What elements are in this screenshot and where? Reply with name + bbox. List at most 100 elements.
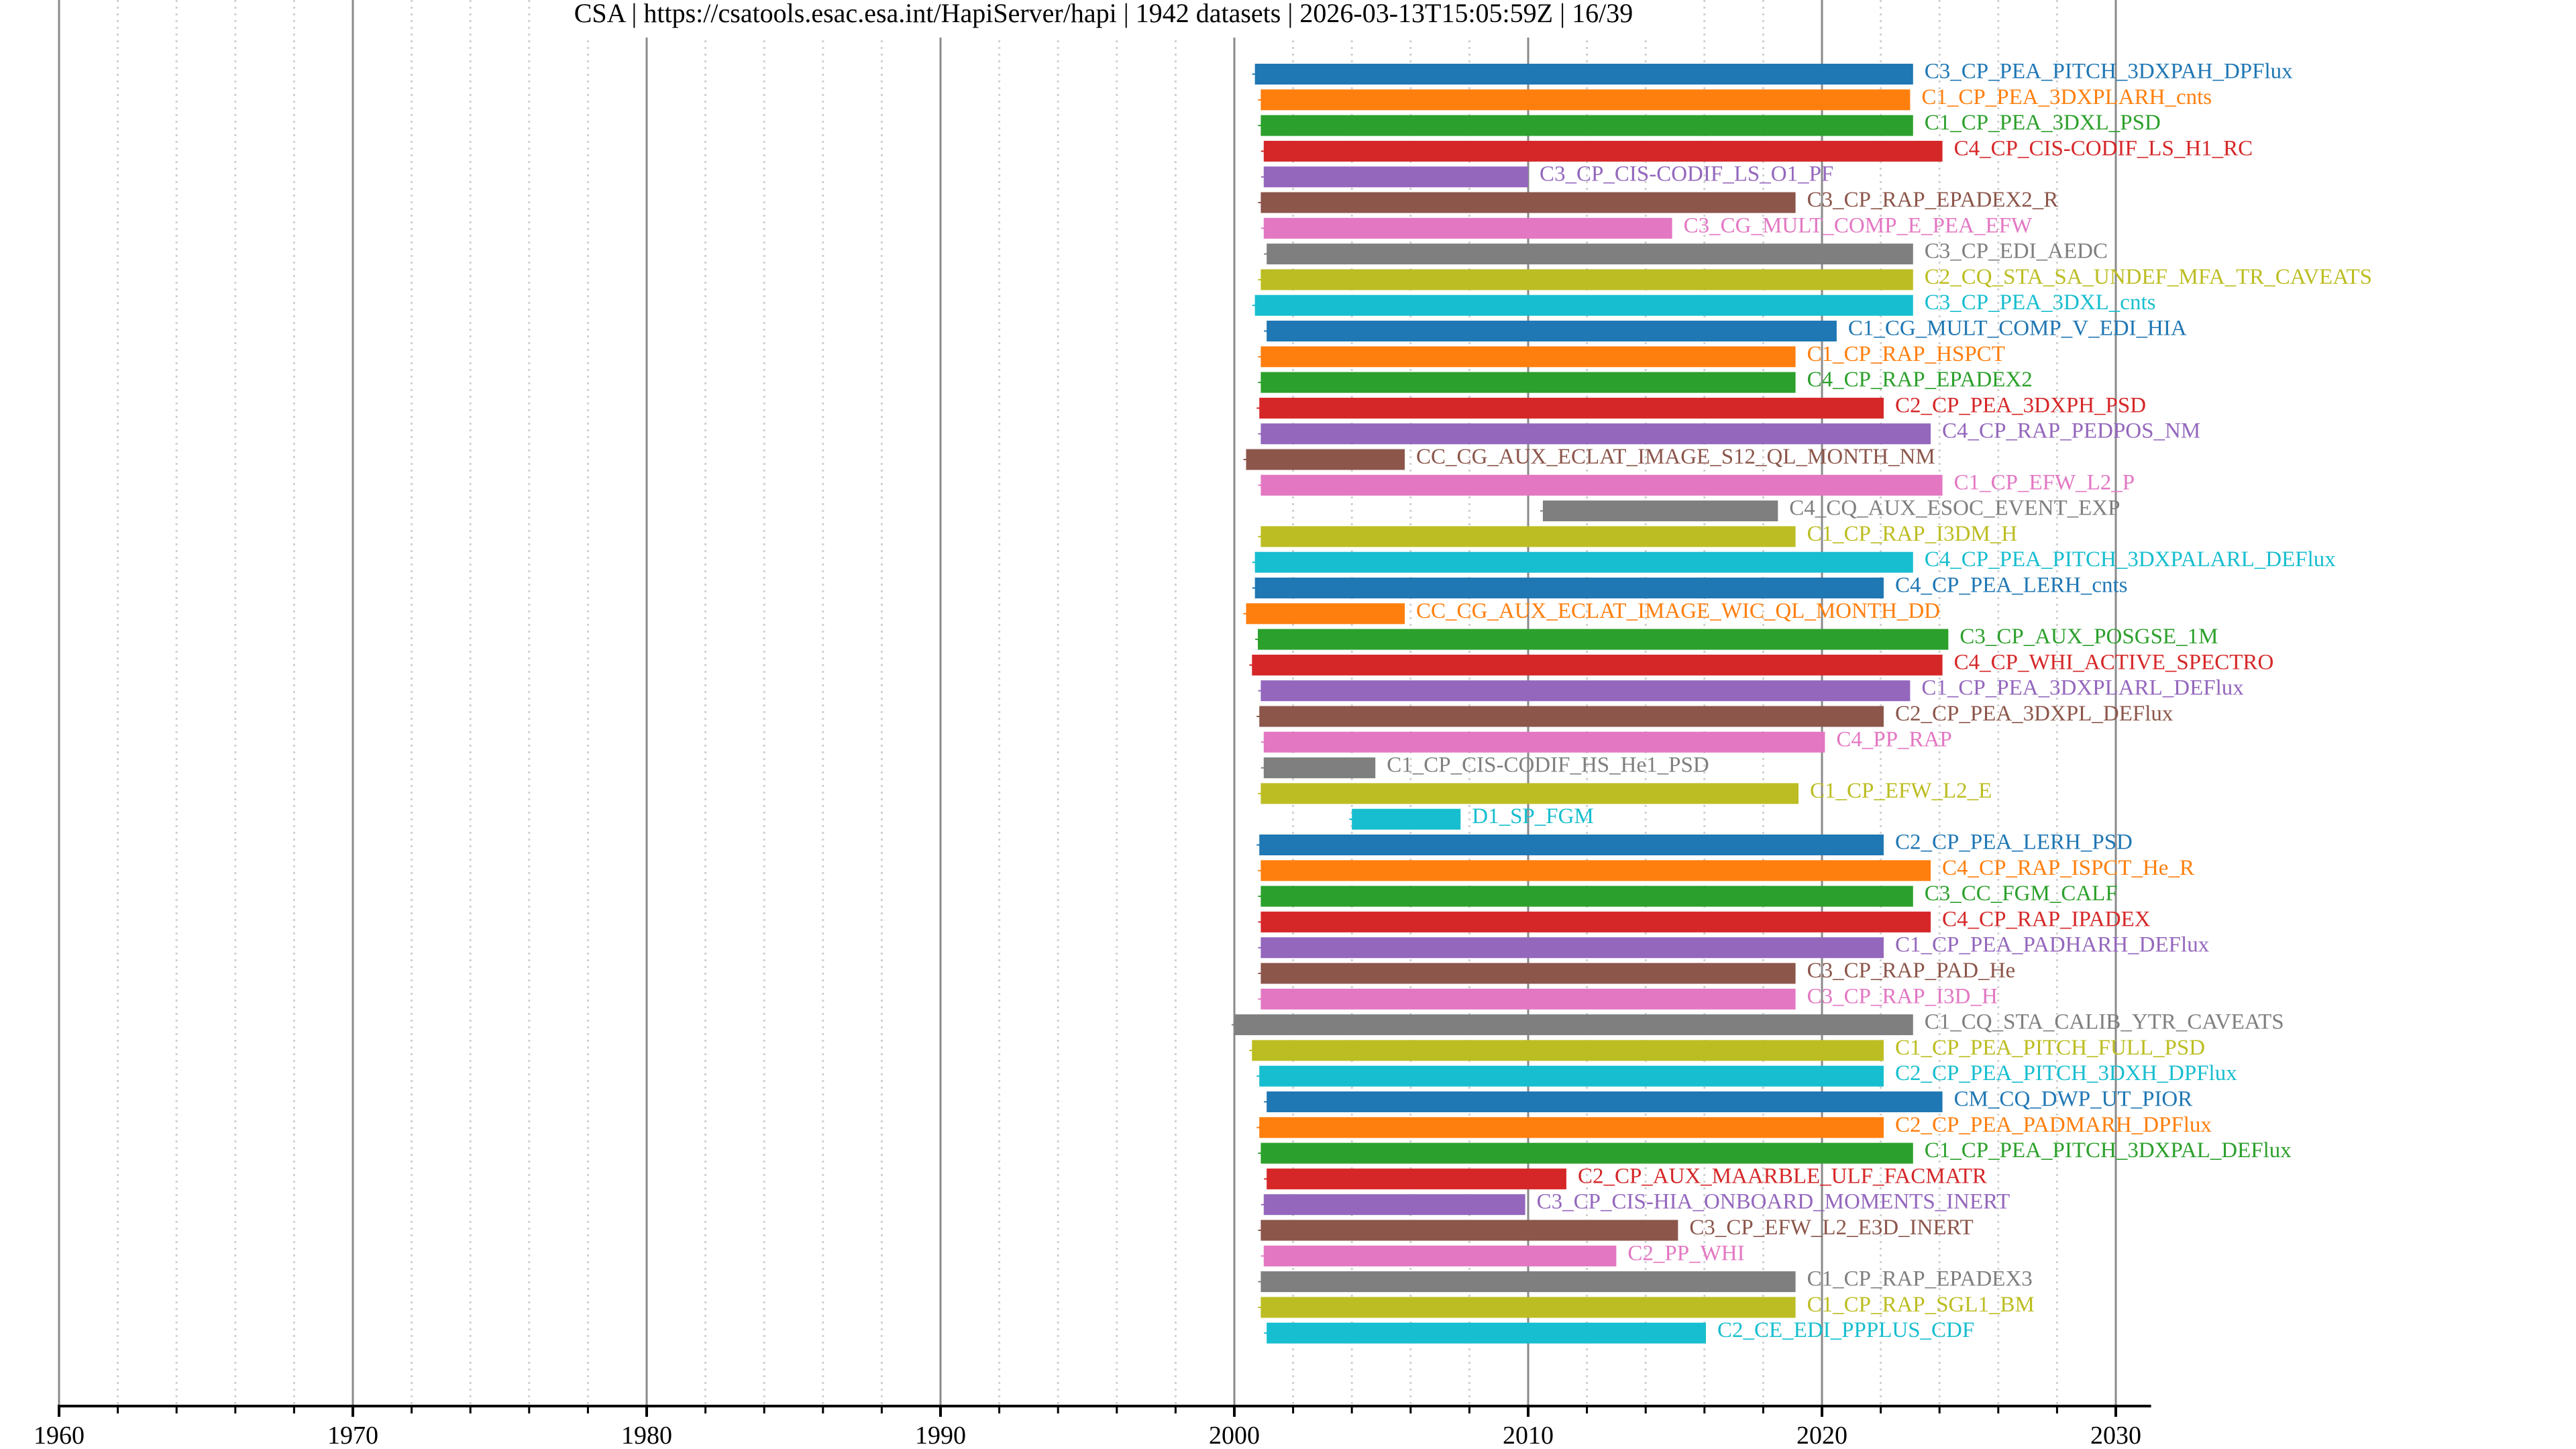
dataset-label[interactable]: C3_CP_EFW_L2_E3D_INERT bbox=[1689, 1216, 1973, 1240]
dataset-bar-group[interactable]: CM_CQ_DWP_UT_PIOR bbox=[1264, 1087, 2192, 1113]
dataset-label[interactable]: C4_CP_WHI_ACTIVE_SPECTRO bbox=[1954, 650, 2274, 674]
dataset-bar-group[interactable]: C3_CP_RAP_PAD_He bbox=[1258, 959, 2015, 984]
dataset-label[interactable]: C3_CP_AUX_POSGSE_1M bbox=[1960, 625, 2218, 649]
dataset-label[interactable]: C1_CP_PEA_3DXL_PSD bbox=[1925, 111, 2161, 135]
dataset-label[interactable]: C4_CP_RAP_PEDPOS_NM bbox=[1942, 419, 2200, 443]
dataset-bar[interactable] bbox=[1246, 603, 1405, 625]
dataset-bar[interactable] bbox=[1260, 115, 1913, 136]
dataset-label[interactable]: C1_CP_PEA_3DXPLARL_DEFlux bbox=[1921, 676, 2244, 700]
dataset-bar[interactable] bbox=[1260, 1271, 1796, 1293]
dataset-label[interactable]: C2_CP_PEA_PITCH_3DXH_DPFlux bbox=[1895, 1061, 2237, 1085]
dataset-bar[interactable] bbox=[1263, 217, 1672, 239]
dataset-label[interactable]: C1_CG_MULT_COMP_V_EDI_HIA bbox=[1848, 317, 2187, 341]
dataset-bar[interactable] bbox=[1252, 1040, 1884, 1061]
dataset-bar-group[interactable]: D1_SP_FGM bbox=[1349, 804, 1594, 830]
dataset-bar-group[interactable]: C1_CP_EFW_L2_P bbox=[1258, 470, 2135, 496]
dataset-bar-group[interactable]: C3_CP_EFW_L2_E3D_INERT bbox=[1258, 1216, 1974, 1241]
dataset-bar[interactable] bbox=[1259, 706, 1884, 727]
dataset-label[interactable]: C1_CP_RAP_HSPCT bbox=[1807, 342, 2005, 366]
dataset-label[interactable]: C3_CP_RAP_EPADEX2_R bbox=[1807, 188, 2059, 212]
dataset-label[interactable]: C2_CP_AUX_MAARBLE_ULF_FACMATR bbox=[1578, 1164, 1987, 1188]
dataset-label[interactable]: C1_CP_PEA_PITCH_FULL_PSD bbox=[1895, 1036, 2205, 1060]
dataset-label[interactable]: C1_CP_RAP_SGL1_BM bbox=[1807, 1293, 2035, 1317]
dataset-bar-group[interactable]: C3_CP_RAP_I3D_H bbox=[1258, 984, 1998, 1010]
dataset-bar-group[interactable]: C4_CP_RAP_PEDPOS_NM bbox=[1258, 419, 2200, 445]
dataset-bar[interactable] bbox=[1267, 1168, 1566, 1189]
dataset-bar[interactable] bbox=[1542, 500, 1778, 522]
dataset-label[interactable]: C3_CP_CIS-CODIF_LS_O1_PF bbox=[1540, 162, 1833, 186]
dataset-bar-group[interactable]: C4_CP_CIS-CODIF_LS_H1_RC bbox=[1260, 136, 2253, 162]
dataset-bar-group[interactable]: CC_CG_AUX_ECLAT_IMAGE_S12_QL_MONTH_NM bbox=[1243, 445, 1935, 470]
dataset-bar-group[interactable]: C2_CP_PEA_PADMARH_DPFlux bbox=[1256, 1113, 2212, 1138]
dataset-bar[interactable] bbox=[1260, 988, 1796, 1010]
dataset-bar[interactable] bbox=[1267, 1091, 1943, 1112]
dataset-label[interactable]: C4_CP_PEA_PITCH_3DXPALARL_DEFlux bbox=[1925, 547, 2337, 572]
dataset-bar-group[interactable]: C2_CP_PEA_PITCH_3DXH_DPFlux bbox=[1256, 1061, 2237, 1087]
dataset-label[interactable]: C3_CG_MULT_COMP_E_PEA_EFW bbox=[1684, 213, 2033, 237]
dataset-bar-group[interactable]: C2_CP_AUX_MAARBLE_ULF_FACMATR bbox=[1264, 1164, 1987, 1189]
dataset-label[interactable]: C4_PP_RAP bbox=[1836, 727, 1951, 751]
dataset-label[interactable]: C1_CP_EFW_L2_E bbox=[1810, 779, 1992, 803]
dataset-bar[interactable] bbox=[1263, 1245, 1617, 1267]
dataset-bar[interactable] bbox=[1254, 551, 1913, 573]
dataset-bar[interactable] bbox=[1260, 269, 1913, 290]
dataset-bar[interactable] bbox=[1254, 64, 1913, 85]
dataset-bar-group[interactable]: C4_CP_RAP_ISPCT_He_R bbox=[1258, 856, 2194, 881]
dataset-label[interactable]: C2_CP_PEA_3DXPL_DEFlux bbox=[1895, 702, 2174, 726]
dataset-bar[interactable] bbox=[1260, 474, 1943, 496]
dataset-bar[interactable] bbox=[1260, 526, 1796, 547]
dataset-label[interactable]: C1_CP_PEA_PITCH_3DXPAL_DEFlux bbox=[1925, 1138, 2292, 1163]
dataset-bar-group[interactable]: C4_CQ_AUX_ESOC_EVENT_EXP bbox=[1540, 496, 2121, 522]
dataset-bar[interactable] bbox=[1258, 629, 1949, 650]
dataset-bar-group[interactable]: CC_CG_AUX_ECLAT_IMAGE_WIC_QL_MONTH_DD bbox=[1243, 599, 1940, 625]
dataset-bar[interactable] bbox=[1259, 1117, 1884, 1138]
dataset-label[interactable]: C2_PP_WHI bbox=[1627, 1241, 1744, 1265]
dataset-bar-group[interactable]: C2_CQ_STA_SA_UNDEF_MFA_TR_CAVEATS bbox=[1258, 265, 2372, 290]
dataset-label[interactable]: C2_CP_PEA_3DXPH_PSD bbox=[1895, 393, 2146, 417]
dataset-bar[interactable] bbox=[1234, 1014, 1913, 1036]
dataset-bar-group[interactable]: C1_CP_PEA_3DXPLARH_cnts bbox=[1258, 85, 2212, 111]
dataset-label[interactable]: C3_CP_CIS-HIA_ONBOARD_MOMENTS_INERT bbox=[1537, 1190, 2010, 1214]
dataset-label[interactable]: C1_CP_RAP_EPADEX3 bbox=[1807, 1267, 2033, 1291]
dataset-bar[interactable] bbox=[1352, 808, 1461, 830]
dataset-bar[interactable] bbox=[1260, 372, 1796, 393]
dataset-bar[interactable] bbox=[1260, 1142, 1913, 1164]
dataset-bar-group[interactable]: C2_PP_WHI bbox=[1260, 1241, 1745, 1267]
dataset-bar-group[interactable]: C1_CP_PEA_3DXL_PSD bbox=[1258, 111, 2161, 136]
dataset-label[interactable]: C4_CP_RAP_IPADEX bbox=[1942, 907, 2151, 931]
dataset-bar[interactable] bbox=[1260, 346, 1796, 368]
dataset-bar-group[interactable]: C1_CP_RAP_EPADEX3 bbox=[1258, 1267, 2033, 1293]
dataset-label[interactable]: C4_CP_CIS-CODIF_LS_H1_RC bbox=[1954, 136, 2253, 160]
dataset-bar-group[interactable]: C1_CQ_STA_CALIB_YTR_CAVEATS bbox=[1232, 1010, 2284, 1036]
dataset-bar[interactable] bbox=[1260, 423, 1931, 445]
dataset-bar-group[interactable]: C1_CP_CIS-CODIF_HS_He1_PSD bbox=[1260, 753, 1709, 779]
dataset-bar[interactable] bbox=[1263, 731, 1825, 753]
dataset-bar-group[interactable]: C4_CP_RAP_IPADEX bbox=[1258, 907, 2151, 932]
dataset-label[interactable]: C3_CP_RAP_I3D_H bbox=[1807, 984, 1998, 1008]
dataset-bar-group[interactable]: C3_CP_AUX_POSGSE_1M bbox=[1255, 625, 2218, 650]
dataset-bar-group[interactable]: C4_CP_WHI_ACTIVE_SPECTRO bbox=[1249, 650, 2273, 676]
dataset-label[interactable]: C3_CP_PEA_3DXL_cnts bbox=[1925, 290, 2156, 315]
dataset-label[interactable]: C2_CQ_STA_SA_UNDEF_MFA_TR_CAVEATS bbox=[1925, 265, 2372, 289]
dataset-bar-group[interactable]: C2_CP_PEA_3DXPH_PSD bbox=[1256, 393, 2146, 419]
dataset-label[interactable]: CM_CQ_DWP_UT_PIOR bbox=[1954, 1087, 2193, 1112]
dataset-bar[interactable] bbox=[1263, 140, 1943, 162]
dataset-bar-group[interactable]: C2_CE_EDI_PPPLUS_CDF bbox=[1264, 1318, 1974, 1344]
dataset-bar-group[interactable]: C1_CP_PEA_PITCH_FULL_PSD bbox=[1249, 1036, 2205, 1061]
dataset-label[interactable]: C3_CP_RAP_PAD_He bbox=[1807, 959, 2016, 983]
dataset-bar[interactable] bbox=[1260, 89, 1911, 111]
dataset-bar[interactable] bbox=[1260, 885, 1913, 907]
dataset-bar[interactable] bbox=[1260, 783, 1799, 804]
dataset-label[interactable]: C2_CE_EDI_PPPLUS_CDF bbox=[1717, 1318, 1974, 1342]
dataset-label[interactable]: C1_CP_RAP_I3DM_H bbox=[1807, 522, 2018, 546]
dataset-bar[interactable] bbox=[1254, 578, 1884, 598]
dataset-bar[interactable] bbox=[1260, 1297, 1796, 1318]
dataset-bar[interactable] bbox=[1260, 680, 1911, 702]
dataset-bar-group[interactable]: C4_PP_RAP bbox=[1260, 727, 1952, 753]
dataset-label[interactable]: C1_CP_CIS-CODIF_HS_He1_PSD bbox=[1387, 753, 1709, 777]
dataset-bar[interactable] bbox=[1259, 1065, 1884, 1087]
dataset-bar[interactable] bbox=[1260, 860, 1931, 881]
dataset-bar-group[interactable]: C1_CP_RAP_SGL1_BM bbox=[1258, 1293, 2035, 1318]
dataset-bar[interactable] bbox=[1263, 757, 1376, 779]
dataset-label[interactable]: C1_CP_PEA_PADHARH_DEFlux bbox=[1895, 933, 2210, 957]
